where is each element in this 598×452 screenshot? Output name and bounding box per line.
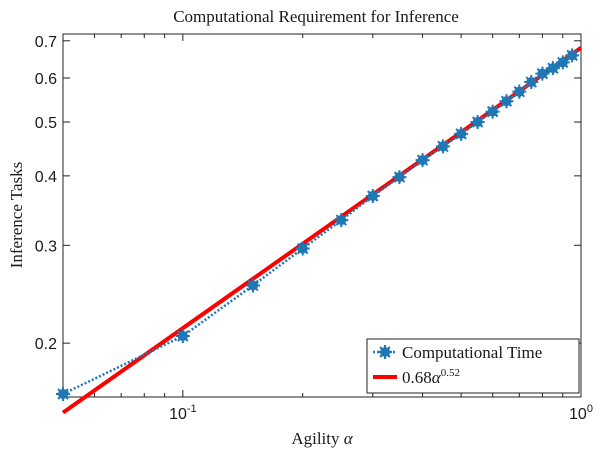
y-axis-ticks: 0.2 0.3 0.4 0.5 0.6 0.7 — [35, 34, 581, 353]
legend-label-fit: 0.68α0.52 — [402, 367, 460, 387]
y-tick-label: 0.2 — [35, 336, 57, 353]
data-point — [245, 278, 260, 293]
legend-box — [366, 338, 580, 394]
data-point — [295, 241, 310, 256]
y-tick-label: 0.3 — [35, 238, 57, 255]
data-point — [365, 188, 380, 203]
y-tick-label: 0.5 — [35, 115, 57, 132]
x-axis-ticks: 10-1 100 — [62, 34, 593, 423]
y-tick-label: 0.6 — [35, 71, 57, 88]
data-point — [392, 170, 407, 185]
data-point — [485, 104, 500, 119]
data-point — [56, 387, 70, 402]
data-point — [435, 139, 450, 154]
legend: Computational Time 0.68α0.52 — [366, 338, 580, 394]
plot-content — [56, 46, 583, 415]
chart-title: Computational Requirement for Inference — [173, 7, 459, 26]
y-tick-label: 0.7 — [35, 34, 57, 51]
data-point — [545, 61, 560, 76]
data-point — [555, 55, 570, 70]
y-tick-label: 0.4 — [35, 169, 57, 186]
data-point — [499, 94, 514, 109]
x-axis-label: Agility α — [291, 429, 353, 448]
x-tick-label: 100 — [569, 403, 593, 423]
legend-marker-computational-time — [378, 345, 392, 359]
x-tick-label: 10-1 — [169, 403, 197, 423]
data-point — [334, 213, 349, 228]
y-axis-label: Inference Tasks — [7, 162, 26, 269]
data-point — [565, 48, 580, 63]
data-point — [512, 84, 527, 99]
data-point — [535, 66, 550, 81]
data-point — [454, 126, 469, 141]
data-point — [415, 153, 430, 168]
data-point — [524, 75, 539, 90]
data-point — [470, 115, 485, 130]
legend-label-computational-time: Computational Time — [402, 343, 542, 362]
plot-area-frame — [62, 33, 582, 398]
data-point — [175, 329, 190, 344]
